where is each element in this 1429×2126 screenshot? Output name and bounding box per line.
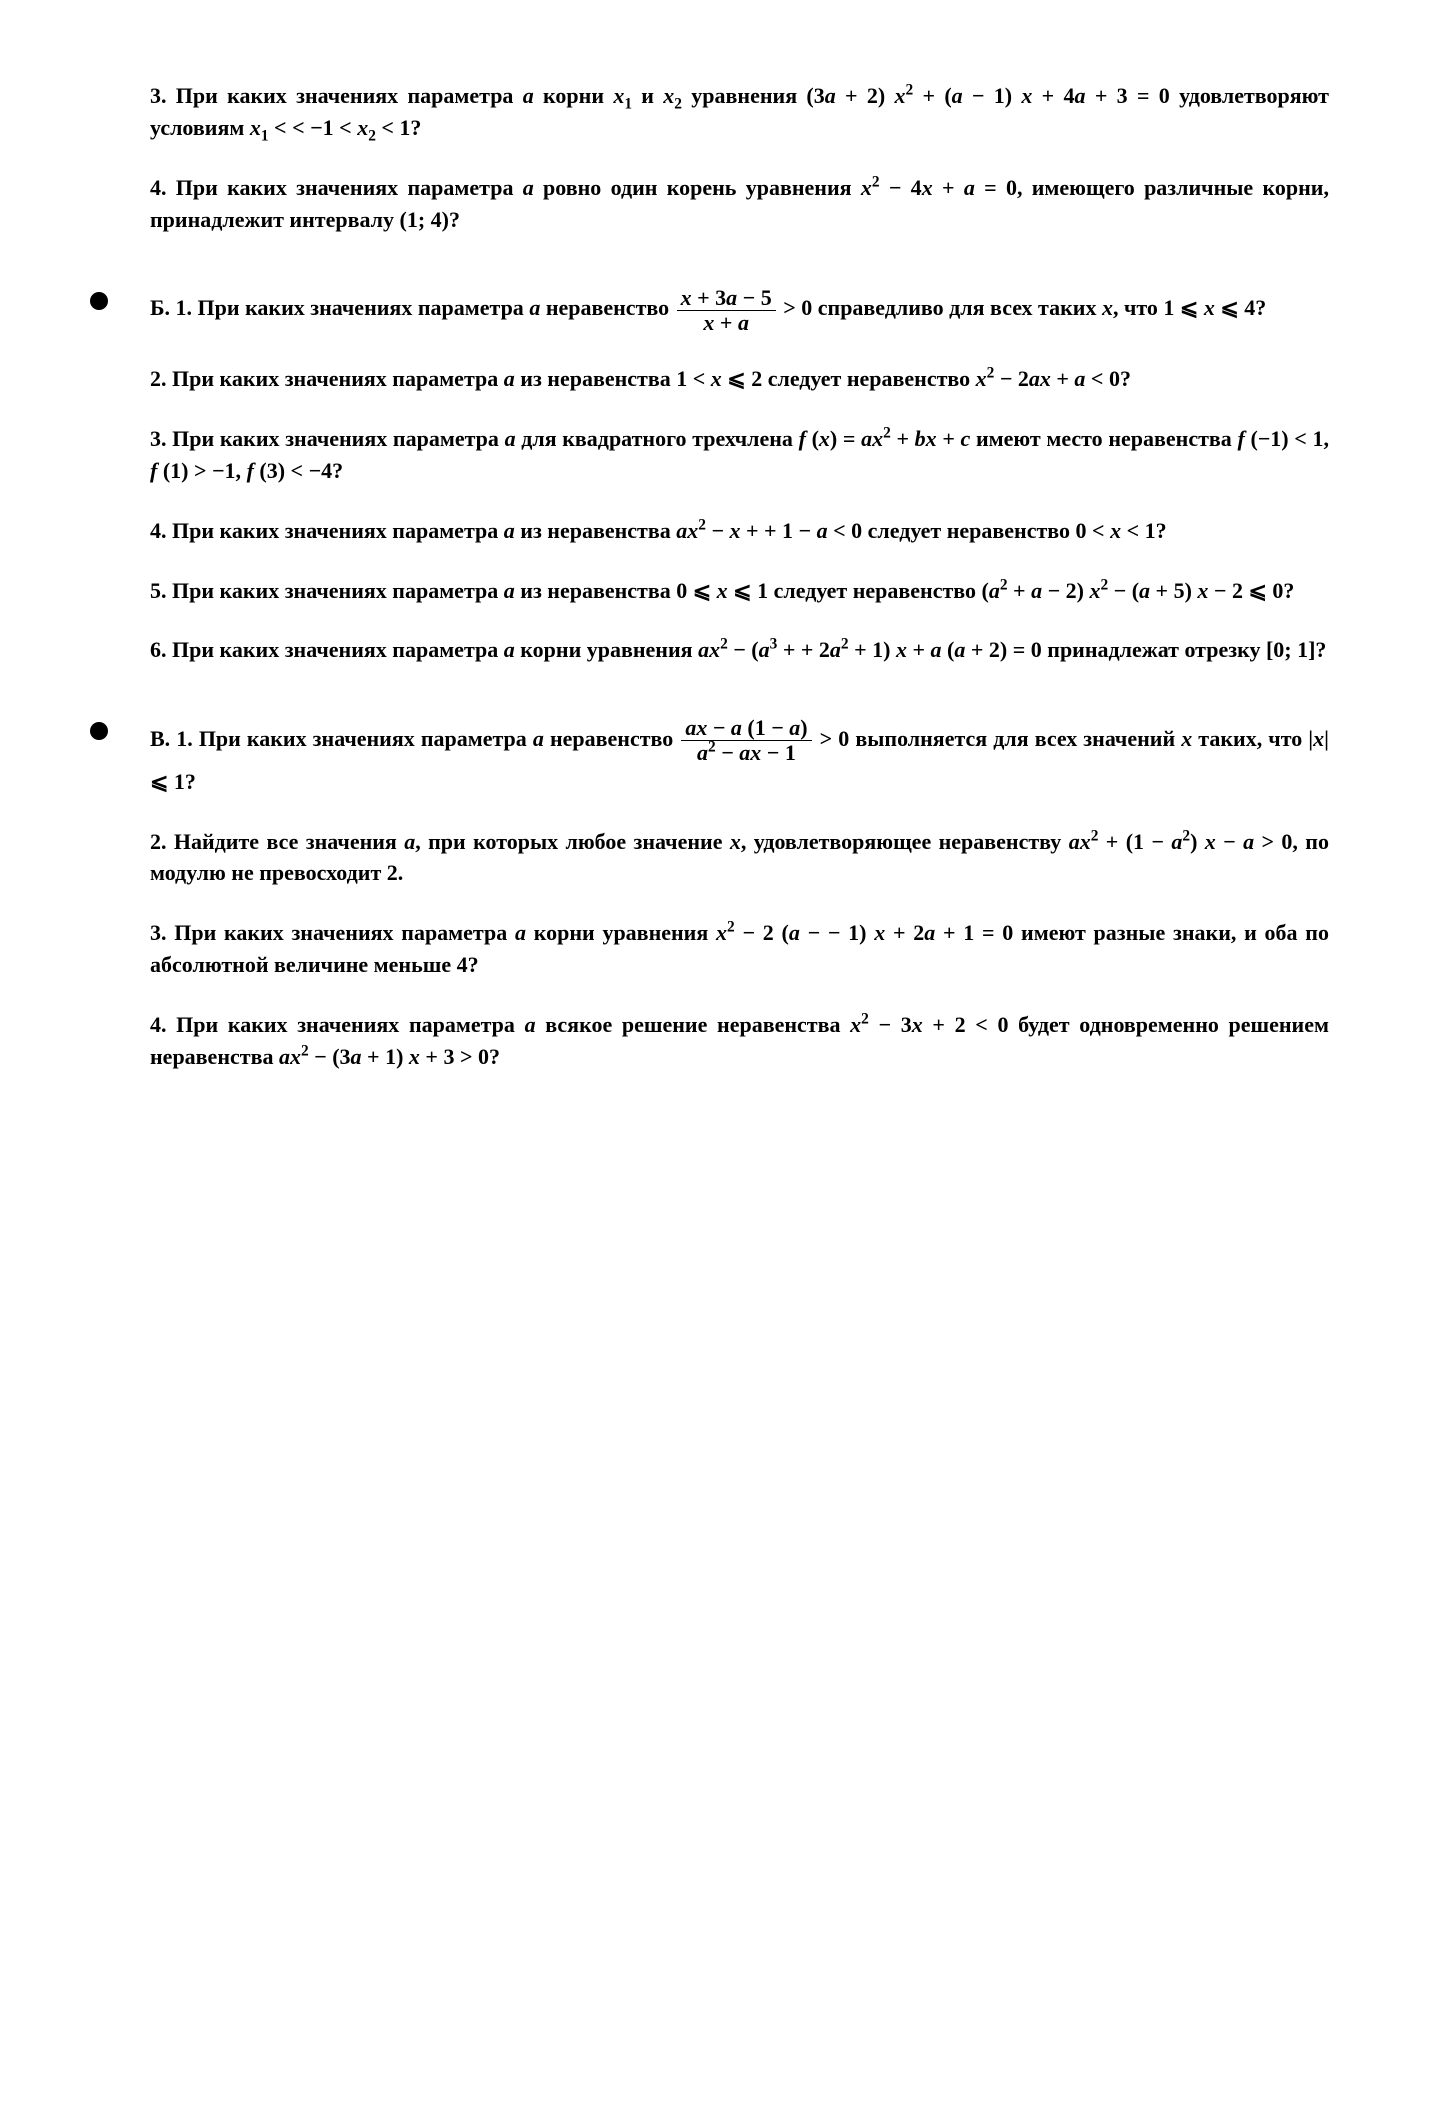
problem-v-2: 2. Найдите все значения a, при которых л… (150, 826, 1329, 890)
bullet-icon (90, 292, 108, 310)
bullet-icon (90, 722, 108, 740)
section-v-intro: В. 1. При каких значениях параметра a не… (110, 716, 1329, 797)
problem-top-3: 3. При каких значениях параметра a корни… (150, 80, 1329, 144)
problem-v-1: В. 1. При каких значениях параметра a не… (150, 726, 1329, 794)
section-b-intro: Б. 1. При каких значениях параметра a не… (110, 286, 1329, 335)
problem-top-4: 4. При каких значениях параметра a ровно… (150, 172, 1329, 236)
problem-b-1: Б. 1. При каких значениях параметра a не… (150, 295, 1266, 320)
problem-b-3: 3. При каких значениях параметра a для к… (150, 423, 1329, 487)
problem-b-4: 4. При каких значениях параметра a из не… (150, 515, 1329, 547)
problem-b-5: 5. При каких значениях параметра a из не… (150, 575, 1329, 607)
problem-v-4: 4. При каких значениях параметра a всяко… (150, 1009, 1329, 1073)
problem-v-3: 3. При каких значениях параметра a корни… (150, 917, 1329, 981)
problem-b-2: 2. При каких значениях параметра a из не… (150, 363, 1329, 395)
problem-b-6: 6. При каких значениях параметра a корни… (150, 634, 1329, 666)
